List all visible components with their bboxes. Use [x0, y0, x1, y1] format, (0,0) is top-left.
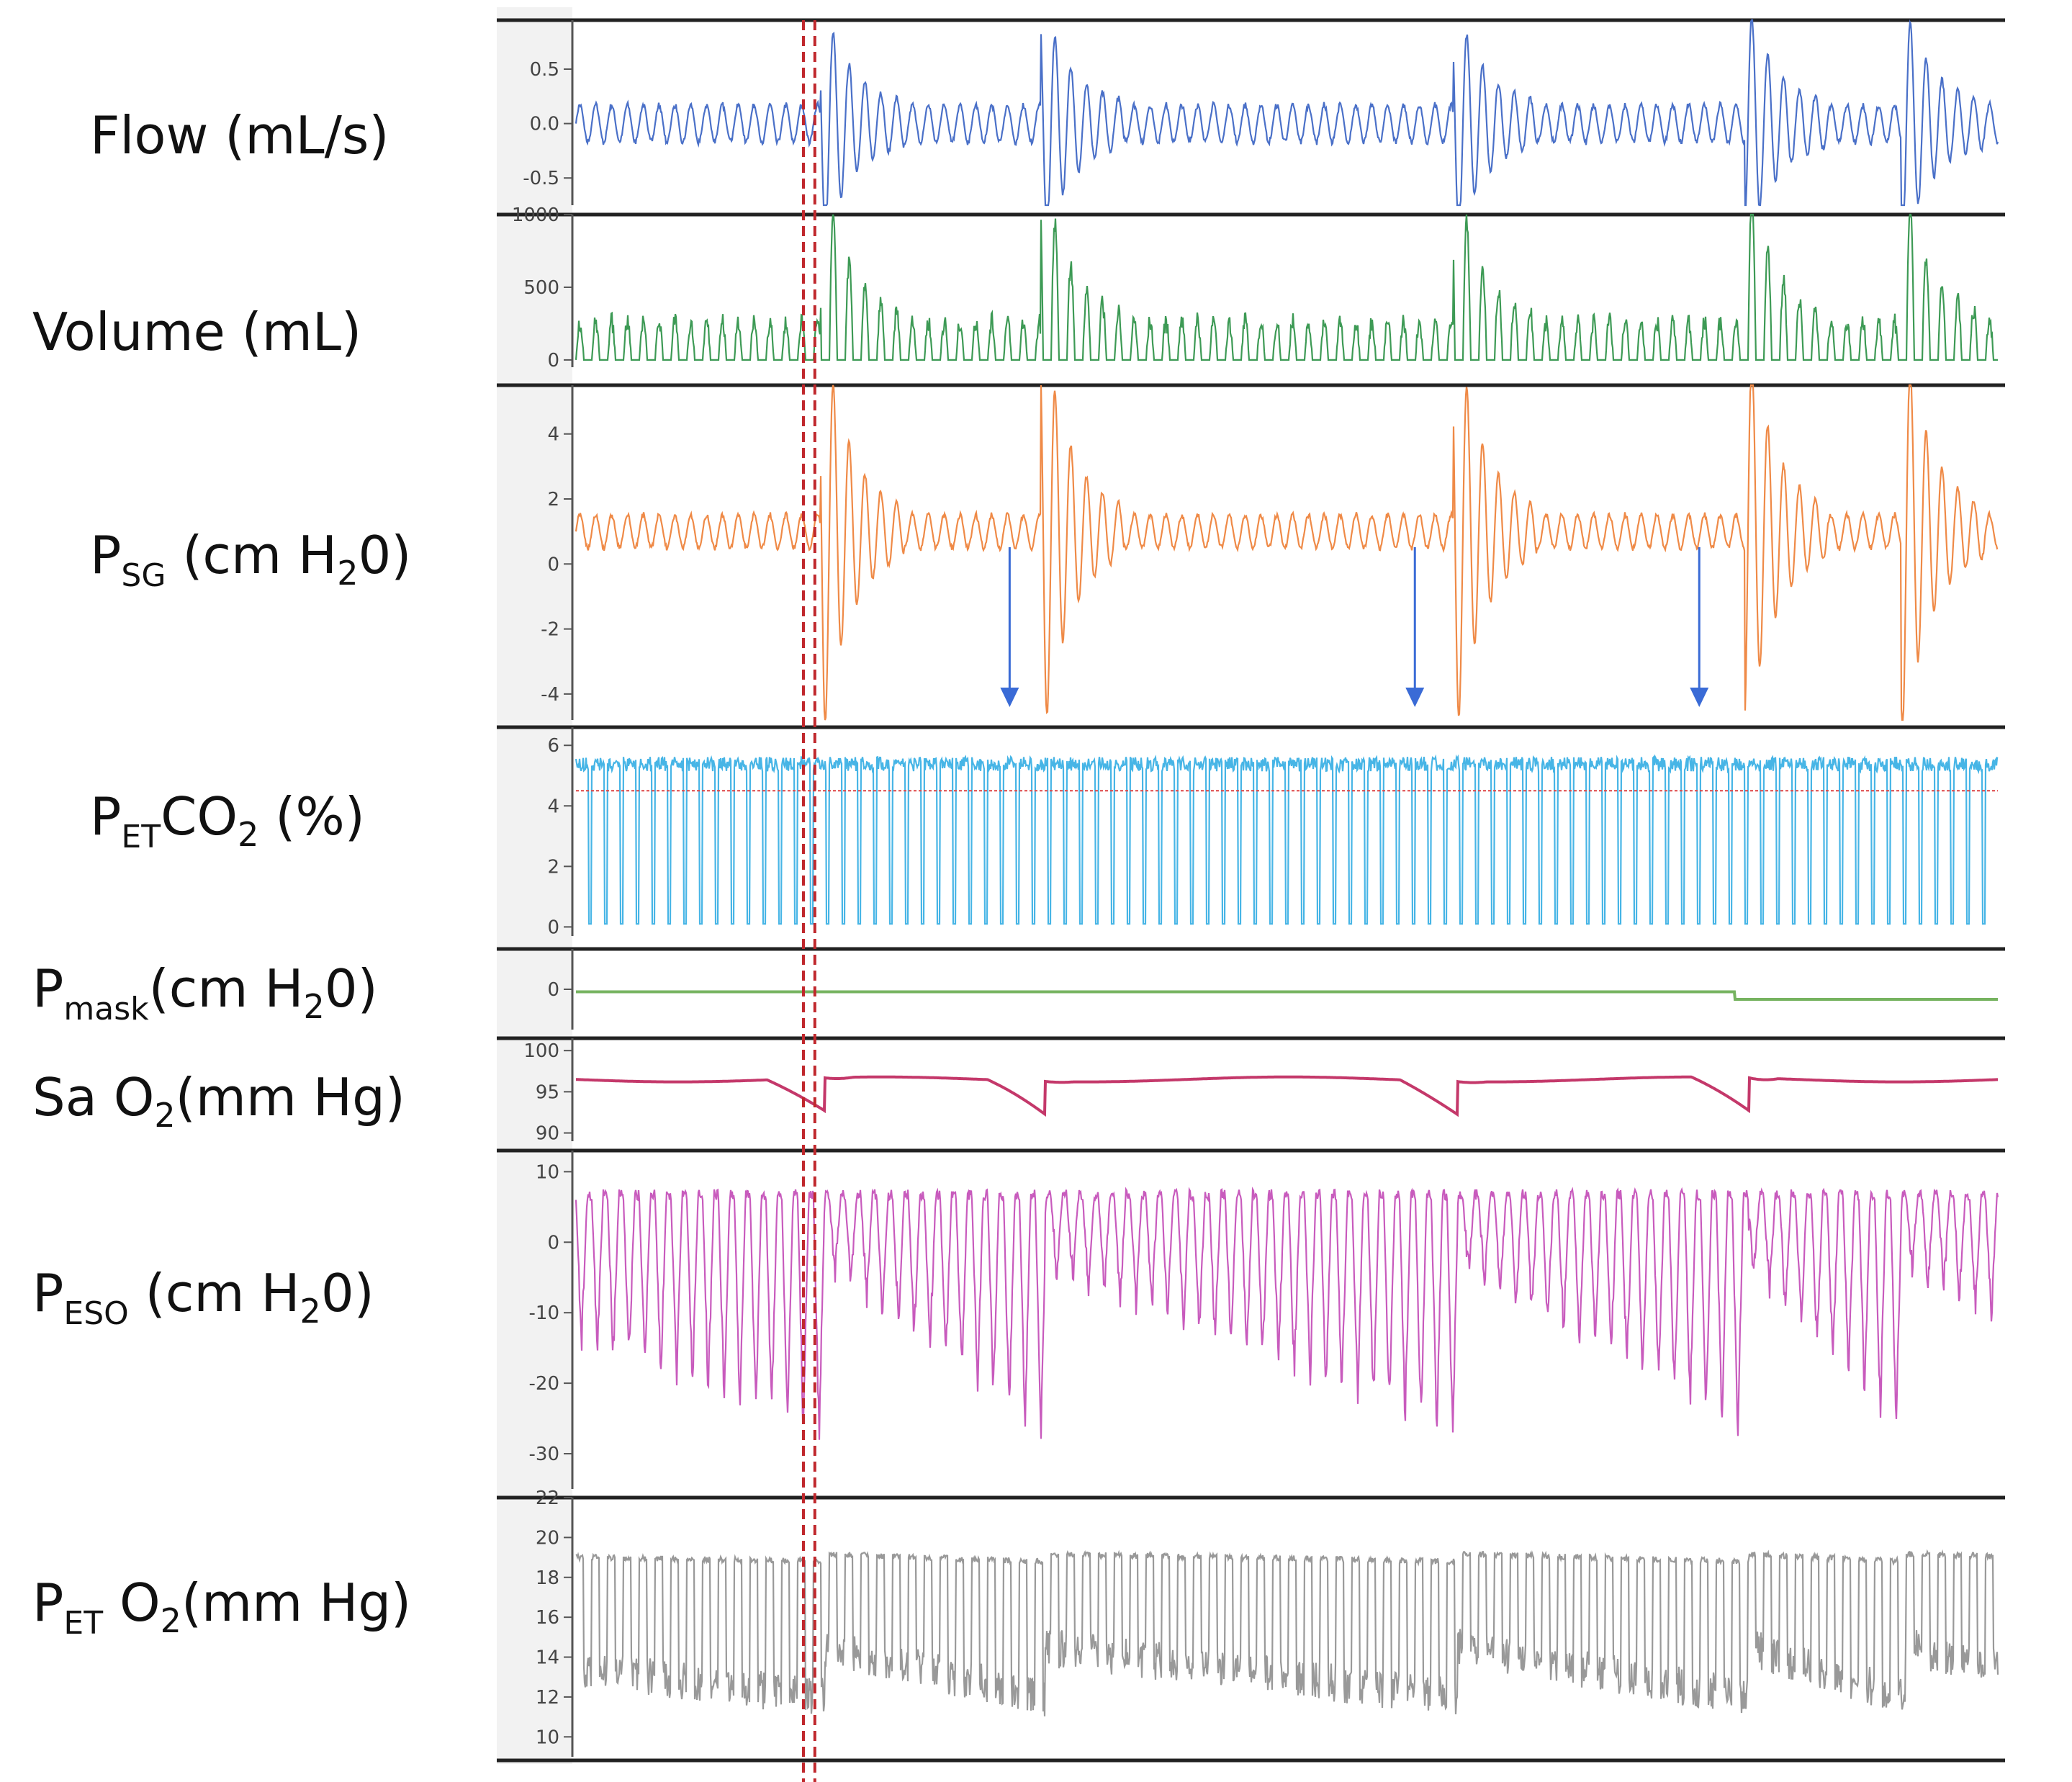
tick-label: 0 [547, 979, 559, 1001]
tick-label: 16 [536, 1607, 559, 1629]
tick-label: 2 [547, 856, 559, 878]
panel-label-flow: Flow (mL/s) [90, 109, 389, 161]
label-pre: Sa O [32, 1067, 155, 1128]
tick-label: 2 [547, 489, 559, 510]
label-pre: P [90, 525, 122, 585]
label-post: (cm H [128, 1263, 300, 1323]
label-sub2: 2 [303, 987, 325, 1026]
label-post: O [103, 1572, 161, 1633]
label-post2: 0) [320, 1263, 374, 1323]
trace-volume [575, 213, 1998, 361]
arrow-head [1000, 688, 1019, 707]
tick-label: 0 [547, 554, 559, 575]
label-sub: ESO [63, 1295, 129, 1332]
tick-label: -0.5 [523, 168, 559, 189]
tick-label: 500 [523, 277, 559, 299]
label-sub2: 2 [154, 1096, 176, 1135]
trace-peso [575, 1187, 1999, 1440]
tick-label: 95 [536, 1081, 559, 1103]
trace-flow [575, 19, 1999, 207]
label-pre: P [32, 1263, 64, 1323]
label-pre: P [32, 958, 64, 1019]
tick-label: 10 [536, 1161, 559, 1183]
label-text: Volume (mL) [32, 302, 362, 362]
label-pre: P [32, 1572, 64, 1633]
arrow-head [1690, 688, 1709, 707]
tick-label: -2 [541, 619, 559, 641]
label-sub2: 2 [337, 554, 359, 593]
tick-label: -4 [541, 684, 559, 706]
tick-label: 1000 [512, 204, 559, 226]
arrow-head [1405, 688, 1425, 707]
label-post: (cm H [166, 525, 338, 585]
trace-pmask [576, 990, 1998, 1001]
panel-label-pmask: Pmask(cm H20) [32, 963, 378, 1025]
panel-label-psg: PSG (cm H20) [90, 529, 411, 592]
label-post2: (mm Hg) [175, 1067, 405, 1128]
trace-sao2 [576, 1075, 1998, 1117]
panel-label-volume: Volume (mL) [32, 306, 361, 358]
tick-label: -20 [529, 1373, 559, 1395]
label-text: Flow (mL/s) [90, 105, 389, 166]
label-sub: ET [63, 1605, 104, 1642]
label-sub2: 2 [299, 1292, 321, 1331]
label-sub: mask [63, 991, 149, 1027]
label-sub: SG [121, 557, 166, 594]
tick-label: 0 [547, 917, 559, 938]
tick-label: 4 [547, 796, 559, 817]
tick-label: 100 [523, 1040, 559, 1062]
panel-label-peto2: PET O2(mm Hg) [32, 1577, 411, 1639]
trace-petco2 [575, 754, 1999, 925]
label-post2: 0) [358, 525, 412, 585]
tick-label: 18 [536, 1567, 559, 1589]
tick-label: 4 [547, 424, 559, 446]
trace-psg [575, 384, 1999, 721]
tick-label: 20 [536, 1527, 559, 1549]
tick-label: 0 [547, 1232, 559, 1254]
label-pre: P [90, 786, 122, 847]
tick-label: 10 [536, 1727, 559, 1748]
tick-label: 0.5 [530, 59, 559, 81]
tick-label: -10 [529, 1302, 559, 1324]
label-post: (cm H [148, 958, 304, 1019]
panel-label-peso: PESO (cm H20) [32, 1267, 374, 1330]
label-post: CO [161, 786, 238, 847]
tick-label: 6 [547, 735, 559, 757]
tick-label: 22 [536, 1488, 559, 1509]
panel-label-petco2: PETCO2 (%) [90, 791, 365, 853]
label-sub2: 2 [238, 815, 259, 854]
axis-strip [497, 7, 572, 1764]
panel-label-sao2: Sa O2(mm Hg) [32, 1071, 405, 1132]
tick-label: 0 [547, 350, 559, 372]
label-post2: 0) [324, 958, 378, 1019]
tick-label: 12 [536, 1687, 559, 1709]
label-sub: ET [121, 819, 161, 855]
tick-label: 90 [536, 1123, 559, 1145]
label-post2: (%) [258, 786, 365, 847]
label-sub2: 2 [160, 1601, 181, 1640]
trace-peto2 [575, 1549, 1999, 1716]
tick-label: -30 [529, 1444, 559, 1465]
tick-label: 0.0 [530, 114, 559, 135]
tick-label: 14 [536, 1647, 559, 1669]
label-post2: (mm Hg) [181, 1572, 412, 1633]
